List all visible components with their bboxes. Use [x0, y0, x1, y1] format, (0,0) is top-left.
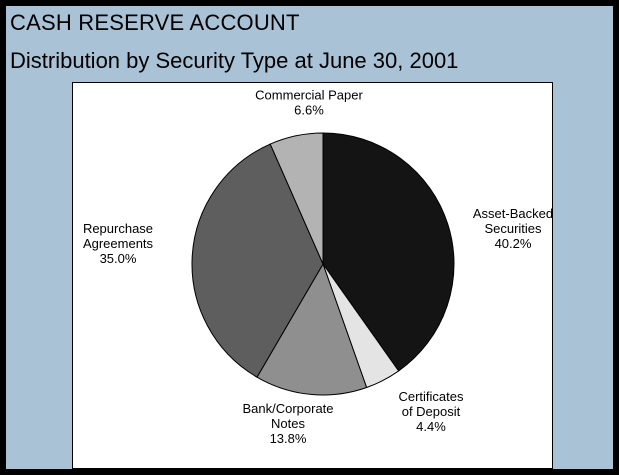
- slice-category-label: Agreements: [83, 236, 154, 251]
- chart-subtitle: Distribution by Security Type at June 30…: [10, 48, 459, 73]
- slice-category-label: Repurchase: [83, 221, 153, 236]
- slice-value-label: 4.4%: [416, 419, 446, 434]
- slice-category-label: Notes: [271, 416, 305, 431]
- pie-slice-repurchase-agreements: [191, 143, 324, 378]
- slice-category-label: of Deposit: [402, 404, 461, 419]
- chart-panel: CASH RESERVE ACCOUNT Distribution by Sec…: [6, 6, 613, 469]
- slice-value-label: 6.6%: [294, 103, 324, 118]
- slice-category-label: Securities: [484, 221, 542, 236]
- slice-category-label: Certificates: [398, 389, 464, 404]
- slice-category-label: Bank/Corporate: [242, 401, 333, 416]
- slice-category-label: Asset-Backed: [473, 206, 552, 221]
- pie-slice-asset-backed-securities: [322, 132, 455, 372]
- slice-value-label: 40.2%: [495, 236, 532, 251]
- pie-slice-commercial-paper: [269, 132, 324, 265]
- pie-slice-bank-corporate-notes: [256, 262, 368, 396]
- pie-chart-area: Asset-Backed Securities 40.2% Certificates o…: [72, 82, 553, 469]
- chart-title: CASH RESERVE ACCOUNT: [10, 10, 300, 35]
- slice-value-label: 13.8%: [270, 431, 307, 446]
- slice-category-label: Commercial Paper: [255, 88, 363, 103]
- slice-value-label: 35.0%: [100, 251, 137, 266]
